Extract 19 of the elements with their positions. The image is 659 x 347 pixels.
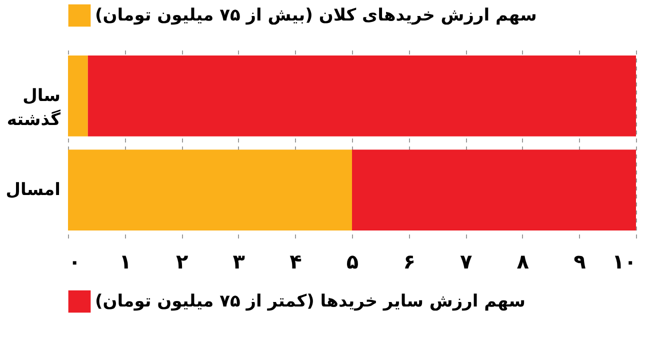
bar — [352, 150, 636, 230]
x-tick-label: ۲ — [176, 250, 188, 274]
x-tick-label: ۶ — [403, 250, 416, 274]
legend-label: سهم ارزش سایر خریدها (کمتر از ۷۵ میلیون تومان) — [95, 292, 526, 312]
x-tick-label: ۸ — [516, 250, 530, 274]
bar — [68, 56, 88, 136]
y-tick-label: امسال — [6, 180, 60, 200]
x-tick-label: ۴ — [290, 250, 302, 274]
x-tick-label: ۳ — [232, 250, 246, 274]
x-tick-label: ۹ — [574, 250, 586, 274]
bar — [68, 150, 352, 230]
bar — [88, 56, 636, 136]
x-tick-label: ۵ — [346, 250, 359, 274]
x-tick-label: ۷ — [460, 250, 472, 274]
x-tick-label: ۱ — [119, 250, 132, 274]
x-tick-label: ۱۰ — [612, 250, 636, 274]
x-tick-label: ۰ — [68, 250, 81, 274]
y-tick-label: سال گذشته — [6, 86, 61, 130]
legend-label: سهم ارزش خریدهای کلان (بیش از ۷۵ میلیون تومان) — [95, 6, 537, 26]
